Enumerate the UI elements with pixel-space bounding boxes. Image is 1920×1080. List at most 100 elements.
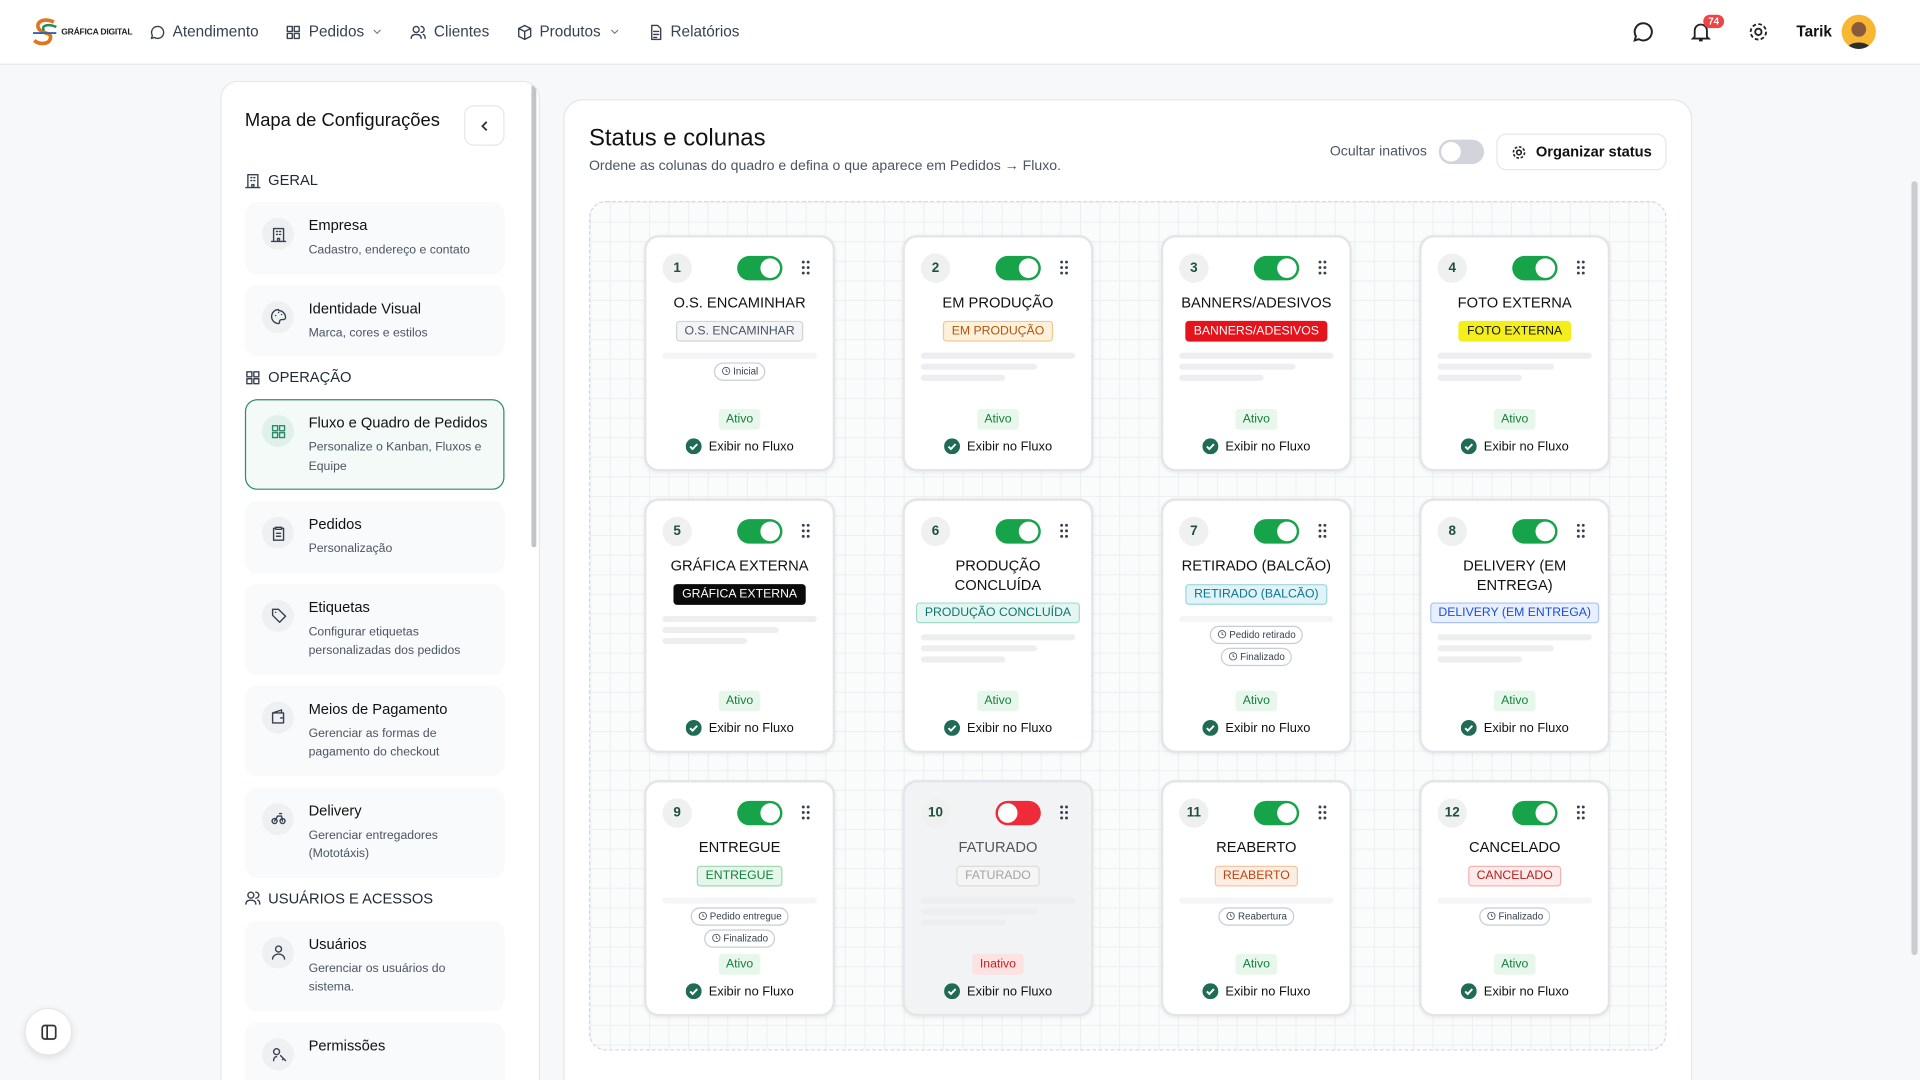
nav-item[interactable]: Atendimento: [149, 23, 259, 40]
sidebar-item[interactable]: Pedidos Personalização: [244, 500, 505, 573]
icon: [1487, 911, 1496, 921]
nav-label: Relatórios: [670, 23, 740, 41]
active-toggle[interactable]: [995, 255, 1041, 281]
active-toggle[interactable]: [1253, 255, 1300, 281]
card-preview: [920, 634, 1076, 663]
nav-item[interactable]: Relatórios: [647, 23, 739, 40]
sidebar-item[interactable]: Empresa Cadastro, endereço e contato: [244, 202, 505, 274]
nav-item[interactable]: Produtos: [516, 23, 620, 40]
status-card[interactable]: 1 O.S. ENCAMINHAR O.S. ENCAMINHAR Inicial At…: [644, 235, 836, 472]
skeleton-bar: [662, 352, 817, 359]
status-pill: Ativo: [1493, 953, 1536, 975]
grip-icon: [801, 260, 810, 275]
nav-label: Produtos: [539, 23, 601, 41]
active-toggle[interactable]: [1253, 519, 1300, 544]
show-in-flow[interactable]: Exibir no Fluxo: [943, 720, 1052, 736]
drag-handle[interactable]: [1059, 804, 1069, 826]
drag-handle[interactable]: [1318, 523, 1328, 545]
sidebar-toggle-button[interactable]: [24, 1007, 73, 1056]
flow-tag-label: Finalizado: [1498, 910, 1544, 922]
collapse-button[interactable]: [464, 105, 505, 146]
sidebar-item[interactable]: Delivery Gerenciar entregadores (Mototáxi…: [244, 786, 505, 878]
status-card[interactable]: 10 FATURADO FATURADO Inativo Exibir no Fluxo: [902, 780, 1094, 1017]
sidebar-scrollbar[interactable]: [531, 84, 537, 548]
active-toggle[interactable]: [737, 519, 783, 544]
drag-handle[interactable]: [1576, 523, 1586, 545]
skeleton-bar: [920, 918, 1006, 926]
status-card[interactable]: 2 EM PRODUÇÃO EM PRODUÇÃO Ativo Exibir no Fl…: [902, 235, 1094, 472]
status-card[interactable]: 3 BANNERS/ADESIVOS BANNERS/ADESIVOS Ativo Ex…: [1160, 235, 1352, 472]
sidebar-item[interactable]: Fluxo e Quadro de Pedidos Personalize o K…: [244, 399, 505, 490]
drag-handle[interactable]: [1318, 804, 1328, 826]
status-card[interactable]: 6 PRODUÇÃO CONCLUÍDA PRODUÇÃO CONCLUÍDA Ati…: [902, 498, 1094, 754]
drag-handle[interactable]: [801, 804, 811, 826]
show-in-flow[interactable]: Exibir no Fluxo: [943, 983, 1053, 1000]
show-in-flow[interactable]: Exibir no Fluxo: [685, 720, 794, 736]
show-in-flow[interactable]: Exibir no Fluxo: [943, 438, 1052, 455]
card-preview: Pedido entregue Finalizado: [662, 896, 817, 948]
item-title: Pedidos: [308, 515, 362, 533]
drag-handle[interactable]: [1059, 523, 1069, 545]
status-card[interactable]: 7 RETIRADO (BALCÃO) RETIRADO (BALCÃO) Pedid…: [1160, 498, 1352, 754]
active-toggle[interactable]: [1512, 255, 1558, 281]
nav-item[interactable]: Pedidos: [286, 23, 384, 40]
bell-icon: [1690, 23, 1711, 42]
organize-button[interactable]: Organizar status: [1496, 133, 1667, 171]
show-in-flow[interactable]: Exibir no Fluxo: [1460, 983, 1569, 1000]
flow-tag-label: Pedido entregue: [709, 910, 782, 922]
drag-handle[interactable]: [1576, 804, 1586, 826]
sidebar-item[interactable]: Meios de Pagamento Gerenciar as formas de…: [244, 685, 505, 776]
show-in-flow[interactable]: Exibir no Fluxo: [1202, 983, 1310, 1000]
card-footer: Ativo Exibir no Fluxo: [1202, 953, 1310, 1000]
notification-count: 74: [1703, 14, 1725, 29]
active-toggle[interactable]: [1512, 519, 1558, 544]
show-in-flow-label: Exibir no Fluxo: [967, 983, 1053, 999]
card-preview: Reabertura: [1179, 896, 1334, 926]
sidebar-item[interactable]: Usuários Gerenciar os usuários do sistema…: [244, 920, 505, 1011]
status-card[interactable]: 4 FOTO EXTERNA FOTO EXTERNA Ativo Exibir no …: [1419, 235, 1611, 472]
active-toggle[interactable]: [1512, 800, 1558, 826]
drag-handle[interactable]: [1318, 260, 1328, 282]
sidebar-item[interactable]: Permissões: [244, 1021, 505, 1080]
skeleton-bar: [1437, 645, 1554, 652]
active-toggle[interactable]: [995, 519, 1041, 544]
drag-handle[interactable]: [1059, 260, 1069, 282]
notifications-button[interactable]: 74: [1671, 13, 1729, 50]
status-badge: EM PRODUÇÃO: [943, 320, 1053, 342]
skeleton-bar: [920, 645, 1037, 652]
chat-button[interactable]: [1614, 13, 1672, 50]
skeleton-bar: [920, 634, 1076, 641]
drag-handle[interactable]: [801, 523, 811, 545]
hide-inactive-toggle[interactable]: [1439, 139, 1485, 165]
status-card[interactable]: 11 REABERTO REABERTO Reabertura Ativo Exibir …: [1160, 780, 1352, 1017]
drag-handle[interactable]: [1576, 260, 1586, 282]
icon: [150, 25, 165, 39]
item-icon: [262, 802, 294, 835]
show-in-flow[interactable]: Exibir no Fluxo: [1202, 720, 1310, 736]
status-card[interactable]: 5 GRÁFICA EXTERNA GRÁFICA EXTERNA Ativo Exib…: [644, 498, 836, 754]
icon: [271, 424, 285, 438]
status-pill: Ativo: [1235, 953, 1278, 975]
show-in-flow[interactable]: Exibir no Fluxo: [1202, 438, 1310, 455]
logo[interactable]: GRÁFICA DIGITAL: [32, 17, 133, 46]
drag-handle[interactable]: [801, 260, 811, 282]
show-in-flow[interactable]: Exibir no Fluxo: [685, 983, 794, 1000]
show-in-flow[interactable]: Exibir no Fluxo: [685, 438, 794, 455]
status-card[interactable]: 8 DELIVERY (EM ENTREGA) DELIVERY (EM ENTRE…: [1419, 498, 1611, 754]
show-in-flow[interactable]: Exibir no Fluxo: [1460, 720, 1569, 736]
sidebar-item[interactable]: Identidade Visual Marca, cores e estilos: [244, 284, 505, 357]
page-scrollbar[interactable]: [1911, 181, 1918, 956]
active-toggle[interactable]: [995, 800, 1041, 826]
status-card[interactable]: 9 ENTREGUE ENTREGUE Pedido entregue Finaliza…: [644, 780, 836, 1017]
user-name[interactable]: Tarik: [1796, 23, 1832, 41]
sidebar-list: GERAL Empresa Cadastro, endereço e contato…: [244, 168, 505, 1080]
status-card[interactable]: 12 CANCELADO CANCELADO Finalizado Ativo Exibi…: [1419, 780, 1611, 1017]
user-avatar[interactable]: [1841, 14, 1876, 49]
active-toggle[interactable]: [737, 800, 783, 826]
active-toggle[interactable]: [737, 255, 783, 281]
active-toggle[interactable]: [1253, 800, 1300, 826]
sidebar-item[interactable]: Etiquetas Configurar etiquetas personaliz…: [244, 583, 505, 675]
nav-item[interactable]: Clientes: [410, 23, 489, 40]
show-in-flow[interactable]: Exibir no Fluxo: [1460, 438, 1569, 455]
settings-button[interactable]: [1729, 13, 1787, 50]
